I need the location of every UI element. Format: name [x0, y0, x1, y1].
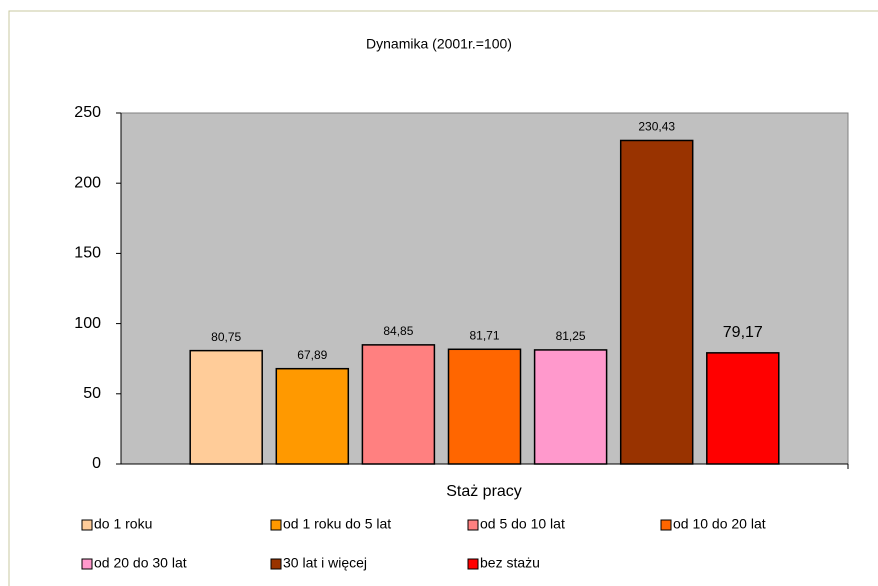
- bar: [447, 348, 522, 465]
- x-axis-title: Staż pracy: [446, 483, 522, 500]
- data-label: 84,85: [383, 324, 413, 338]
- legend-label: 30 lat i więcej: [283, 555, 367, 571]
- y-tick-label: 150: [74, 245, 101, 262]
- data-label: 81,71: [469, 328, 499, 342]
- legend-label: od 5 do 10 lat: [480, 516, 565, 532]
- y-tick-label: 250: [74, 104, 101, 121]
- legend-swatch: [467, 519, 479, 531]
- legend-swatch: [467, 558, 479, 570]
- y-tick-label: 200: [74, 174, 101, 191]
- data-label: 79,17: [723, 324, 763, 341]
- y-tick-label: 0: [92, 455, 101, 472]
- bar: [619, 139, 694, 465]
- data-label: 80,75: [211, 330, 241, 344]
- bar: [189, 349, 263, 465]
- data-label: 230,43: [638, 120, 675, 134]
- legend-swatch: [660, 519, 672, 531]
- legend-label: od 10 do 20 lat: [673, 516, 766, 532]
- legend-swatch: [81, 519, 93, 531]
- legend-swatch: [270, 558, 282, 570]
- legend-label: bez stażu: [480, 555, 540, 571]
- legend-label: od 1 roku do 5 lat: [283, 516, 391, 532]
- legend-label: do 1 roku: [94, 516, 152, 532]
- y-tick-label: 50: [83, 385, 101, 402]
- legend-swatch: [270, 519, 282, 531]
- data-label: 67,89: [297, 348, 327, 362]
- legend-swatch: [81, 558, 93, 570]
- legend-label: od 20 do 30 lat: [94, 555, 187, 571]
- chart-title: Dynamika (2001r.=100): [366, 36, 512, 52]
- bar: [275, 367, 350, 465]
- y-tick-label: 100: [74, 315, 101, 332]
- bar: [706, 352, 780, 465]
- data-label: 81,25: [556, 329, 586, 343]
- bar: [361, 344, 436, 465]
- bar: [533, 349, 608, 465]
